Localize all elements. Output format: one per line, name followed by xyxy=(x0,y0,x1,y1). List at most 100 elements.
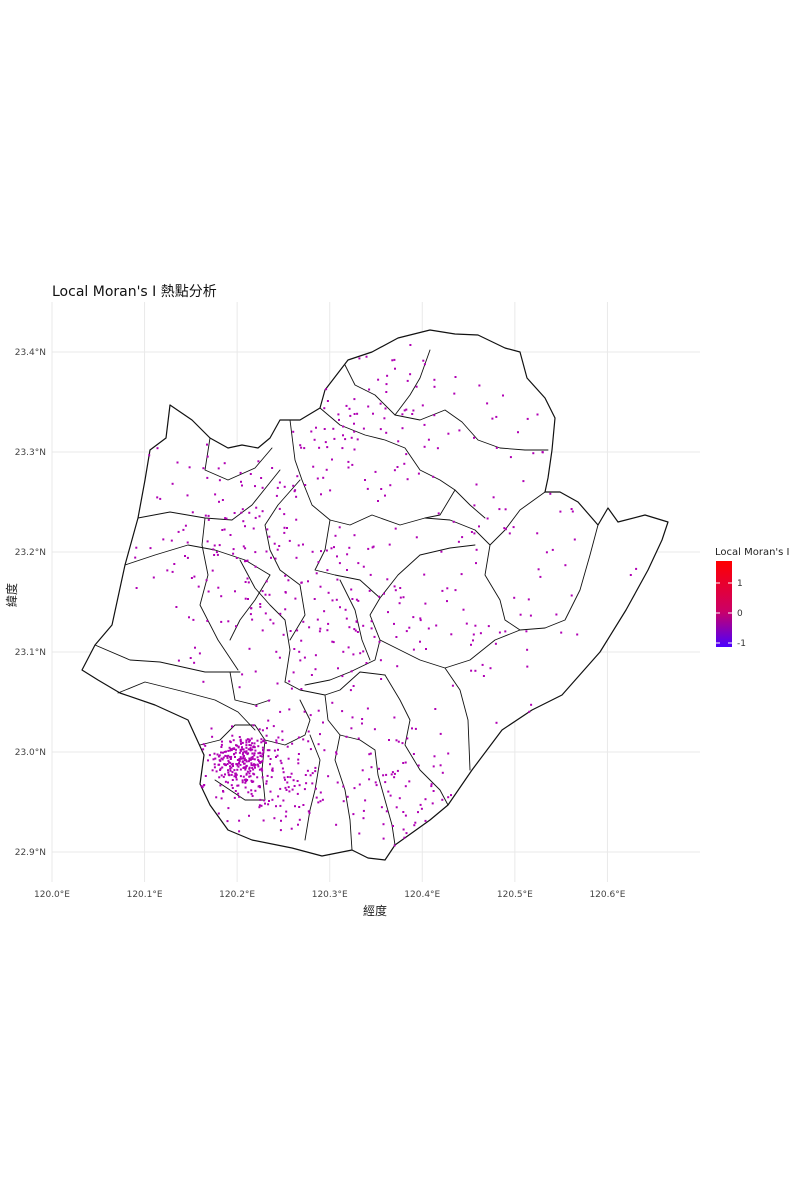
moran-point xyxy=(283,526,286,529)
moran-point xyxy=(397,740,400,743)
moran-point xyxy=(461,536,464,539)
moran-point xyxy=(227,769,229,772)
moran-point xyxy=(474,669,477,672)
moran-point xyxy=(441,771,444,774)
y-tick-label: 23.0°N xyxy=(15,748,46,758)
y-tick-label: 22.9°N xyxy=(15,848,46,858)
moran-point xyxy=(395,636,398,638)
moran-point xyxy=(345,617,348,620)
moran-point xyxy=(288,790,291,793)
moran-point xyxy=(362,650,365,653)
moran-point xyxy=(193,575,196,578)
moran-point xyxy=(408,626,411,629)
moran-point xyxy=(302,543,304,546)
moran-point xyxy=(260,761,263,763)
moran-point xyxy=(246,738,249,741)
moran-point xyxy=(302,620,305,623)
moran-point xyxy=(236,768,239,771)
moran-point xyxy=(277,748,279,751)
moran-point xyxy=(249,775,252,778)
moran-point xyxy=(541,451,544,454)
moran-point xyxy=(235,748,237,751)
moran-point xyxy=(248,775,251,778)
moran-point xyxy=(244,547,247,550)
moran-point xyxy=(368,778,371,781)
moran-point xyxy=(245,778,247,781)
moran-point xyxy=(219,767,222,770)
moran-point xyxy=(437,512,440,515)
moran-point xyxy=(323,749,326,752)
moran-point xyxy=(268,749,271,752)
moran-point xyxy=(229,769,232,772)
moran-point xyxy=(302,804,305,806)
moran-point xyxy=(238,736,241,738)
moran-point xyxy=(355,598,358,601)
moran-point xyxy=(314,654,317,657)
moran-point xyxy=(241,673,244,676)
moran-point xyxy=(419,617,422,620)
moran-point xyxy=(387,611,389,614)
moran-point xyxy=(261,755,264,758)
moran-point xyxy=(423,363,426,366)
moran-point xyxy=(239,739,242,742)
moran-point xyxy=(478,525,480,528)
moran-point xyxy=(293,648,296,650)
moran-point xyxy=(251,748,254,751)
moran-point xyxy=(451,684,454,687)
moran-point xyxy=(186,494,189,497)
moran-point xyxy=(432,475,435,478)
moran-point xyxy=(382,823,385,826)
moran-point xyxy=(473,504,476,507)
moran-point xyxy=(265,580,268,583)
moran-point xyxy=(406,737,409,740)
moran-point xyxy=(261,776,264,779)
district-boundaries xyxy=(94,349,599,851)
moran-point xyxy=(227,807,230,810)
moran-point xyxy=(470,531,473,533)
moran-point xyxy=(234,751,237,754)
moran-point xyxy=(481,663,484,666)
moran-point xyxy=(475,483,478,486)
moran-point xyxy=(635,567,638,570)
moran-point xyxy=(356,631,359,633)
moran-point xyxy=(346,553,349,556)
moran-point xyxy=(264,742,267,744)
moran-point xyxy=(217,812,220,815)
moran-point xyxy=(551,548,554,551)
moran-point xyxy=(234,772,237,775)
moran-point xyxy=(210,727,213,730)
moran-point xyxy=(242,545,245,548)
moran-point xyxy=(240,742,242,745)
moran-point xyxy=(326,446,329,449)
moran-point xyxy=(536,413,539,416)
moran-point xyxy=(412,648,415,651)
moran-point xyxy=(238,830,241,833)
moran-point xyxy=(223,528,226,531)
moran-point xyxy=(246,577,249,580)
moran-point xyxy=(266,528,269,531)
moran-point xyxy=(226,756,229,759)
moran-point xyxy=(229,765,231,768)
moran-point xyxy=(362,817,365,820)
moran-point xyxy=(284,786,287,789)
moran-point xyxy=(261,729,264,732)
moran-point xyxy=(271,467,274,469)
moran-point xyxy=(434,708,437,710)
moran-point xyxy=(370,620,373,623)
moran-point xyxy=(394,367,396,370)
moran-point xyxy=(247,581,250,584)
moran-point xyxy=(220,751,222,754)
moran-point xyxy=(367,547,370,550)
moran-point xyxy=(261,769,264,772)
moran-point xyxy=(284,608,287,611)
moran-point xyxy=(402,811,405,813)
moran-point xyxy=(357,737,360,740)
city-outline xyxy=(81,329,669,861)
moran-point xyxy=(335,823,338,826)
moran-point xyxy=(248,772,251,775)
moran-point xyxy=(320,550,322,553)
moran-point xyxy=(227,759,230,762)
moran-point xyxy=(224,754,227,757)
moran-point xyxy=(259,786,261,789)
moran-point xyxy=(329,489,332,492)
